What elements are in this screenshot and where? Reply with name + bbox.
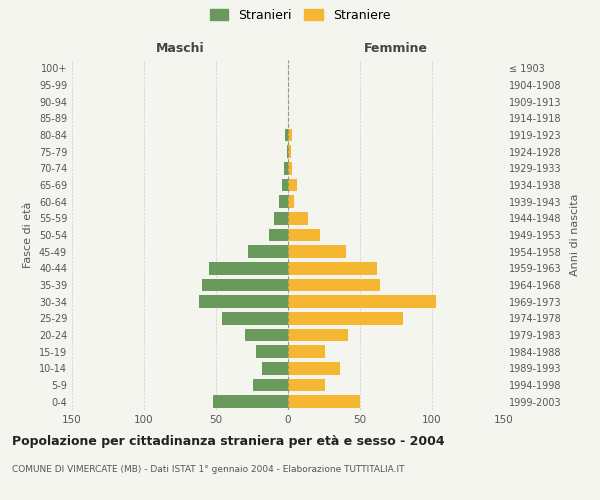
Bar [288,279,380,291]
Bar [288,212,308,224]
Text: Popolazione per cittadinanza straniera per età e sesso - 2004: Popolazione per cittadinanza straniera p… [12,435,445,448]
Bar [288,262,377,274]
Bar [248,246,288,258]
Bar [253,379,288,391]
Bar [288,329,349,341]
Bar [288,396,360,408]
Text: COMUNE DI VIMERCATE (MB) - Dati ISTAT 1° gennaio 2004 - Elaborazione TUTTITALIA.: COMUNE DI VIMERCATE (MB) - Dati ISTAT 1°… [12,465,404,474]
Bar [288,296,436,308]
Bar [288,379,325,391]
Text: Maschi: Maschi [155,42,205,55]
Legend: Stranieri, Straniere: Stranieri, Straniere [209,8,391,22]
Bar [288,129,292,141]
Bar [288,179,296,192]
Bar [288,362,340,374]
Bar [288,246,346,258]
Bar [284,162,288,174]
Bar [274,212,288,224]
Bar [245,329,288,341]
Bar [288,196,294,208]
Bar [287,146,288,158]
Y-axis label: Fasce di età: Fasce di età [23,202,33,268]
Bar [209,262,288,274]
Bar [288,162,292,174]
Bar [288,146,291,158]
Bar [213,396,288,408]
Bar [288,229,320,241]
Bar [256,346,288,358]
Bar [199,296,288,308]
Bar [280,196,288,208]
Bar [202,279,288,291]
Bar [222,312,288,324]
Text: Femmine: Femmine [364,42,428,55]
Bar [269,229,288,241]
Bar [285,129,288,141]
Bar [262,362,288,374]
Y-axis label: Anni di nascita: Anni di nascita [570,194,580,276]
Bar [288,312,403,324]
Bar [282,179,288,192]
Bar [288,346,325,358]
